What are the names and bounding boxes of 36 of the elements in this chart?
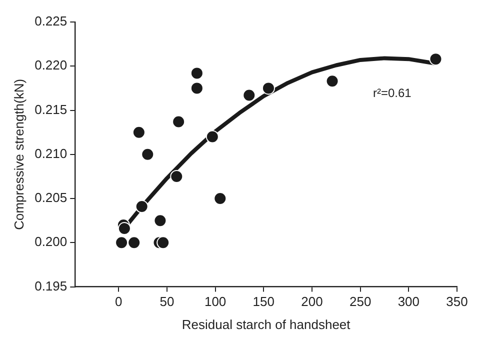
point bbox=[214, 192, 227, 206]
point bbox=[242, 88, 256, 102]
x-axis-title: Residual starch of handsheet bbox=[182, 316, 351, 332]
point bbox=[132, 126, 146, 139]
y-tick-label: 0.225 bbox=[34, 14, 68, 29]
point bbox=[156, 236, 170, 250]
x-tick-label: 300 bbox=[398, 294, 420, 310]
y-axis-title: Compressive strength(kN) bbox=[11, 78, 26, 230]
y-tick-label: 0.200 bbox=[34, 234, 68, 250]
x-tick-label: 100 bbox=[204, 294, 226, 310]
x-tick-label: 150 bbox=[252, 294, 274, 310]
annotation: r²=0.61 bbox=[372, 86, 412, 100]
point bbox=[190, 66, 204, 80]
x-tick-label: 250 bbox=[349, 294, 372, 310]
point bbox=[262, 82, 275, 95]
point bbox=[170, 170, 184, 183]
x-tick-label: 350 bbox=[446, 294, 468, 310]
x-tick-label: 50 bbox=[160, 294, 174, 310]
point bbox=[135, 200, 148, 213]
y-tick-label: 0.195 bbox=[34, 278, 68, 294]
y-tick-label: 0.215 bbox=[34, 102, 68, 117]
point bbox=[118, 222, 131, 236]
point bbox=[128, 236, 141, 250]
y-tick-label: 0.210 bbox=[34, 146, 68, 161]
y-tick-label: 0.205 bbox=[34, 190, 68, 206]
point bbox=[154, 214, 167, 228]
point bbox=[326, 74, 339, 88]
point bbox=[141, 148, 154, 161]
x-tick-label: 0 bbox=[115, 294, 122, 310]
point bbox=[172, 115, 186, 128]
point bbox=[190, 82, 204, 95]
point bbox=[206, 130, 219, 144]
point bbox=[429, 52, 442, 66]
y-tick-label: 0.220 bbox=[34, 58, 68, 73]
point bbox=[115, 236, 128, 250]
x-tick-label: 200 bbox=[301, 294, 323, 310]
